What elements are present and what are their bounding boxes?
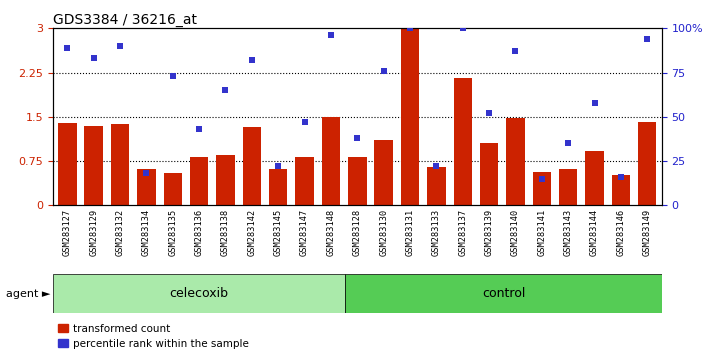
Text: GSM283136: GSM283136: [194, 209, 203, 256]
Bar: [84, 126, 103, 205]
Point: [404, 25, 415, 31]
Point: [114, 43, 125, 49]
Bar: [163, 173, 182, 205]
Bar: [137, 169, 156, 205]
Text: GSM283144: GSM283144: [590, 209, 599, 256]
Text: GSM283137: GSM283137: [458, 209, 467, 256]
Bar: [53, 274, 346, 313]
Text: agent ►: agent ►: [6, 289, 50, 299]
Bar: [58, 123, 77, 205]
Text: GSM283148: GSM283148: [327, 209, 335, 256]
Bar: [111, 125, 130, 205]
Text: control: control: [482, 287, 525, 300]
Point: [536, 176, 548, 182]
Text: GSM283131: GSM283131: [406, 209, 415, 256]
Point: [484, 110, 495, 116]
Text: GSM283147: GSM283147: [300, 209, 309, 256]
Point: [510, 48, 521, 54]
Bar: [346, 274, 662, 313]
Bar: [427, 167, 446, 205]
Text: GSM283132: GSM283132: [115, 209, 125, 256]
Bar: [322, 117, 340, 205]
Point: [246, 57, 258, 63]
Bar: [480, 143, 498, 205]
Bar: [559, 169, 577, 205]
Bar: [585, 151, 604, 205]
Legend: transformed count, percentile rank within the sample: transformed count, percentile rank withi…: [58, 324, 249, 349]
Point: [141, 171, 152, 176]
Point: [457, 25, 468, 31]
Text: GSM283149: GSM283149: [643, 209, 652, 256]
Text: GSM283129: GSM283129: [89, 209, 98, 256]
Bar: [348, 157, 367, 205]
Text: GSM283130: GSM283130: [379, 209, 388, 256]
Bar: [453, 79, 472, 205]
Text: GSM283133: GSM283133: [432, 209, 441, 256]
Text: celecoxib: celecoxib: [170, 287, 229, 300]
Point: [378, 68, 389, 74]
Text: GSM283142: GSM283142: [247, 209, 256, 256]
Bar: [190, 157, 208, 205]
Text: GSM283128: GSM283128: [353, 209, 362, 256]
Text: GSM283138: GSM283138: [221, 209, 230, 256]
Point: [299, 119, 310, 125]
Point: [62, 45, 73, 51]
Text: GSM283145: GSM283145: [274, 209, 283, 256]
Point: [589, 100, 601, 105]
Text: GSM283143: GSM283143: [564, 209, 572, 256]
Text: GSM283135: GSM283135: [168, 209, 177, 256]
Point: [562, 141, 574, 146]
Text: GSM283146: GSM283146: [617, 209, 625, 256]
Bar: [638, 121, 657, 205]
Text: GSM283134: GSM283134: [142, 209, 151, 256]
Point: [272, 164, 284, 169]
Point: [194, 126, 205, 132]
Bar: [269, 169, 287, 205]
Point: [167, 73, 178, 79]
Bar: [296, 157, 314, 205]
Point: [431, 164, 442, 169]
Bar: [375, 141, 393, 205]
Bar: [243, 127, 261, 205]
Text: GSM283140: GSM283140: [511, 209, 520, 256]
Text: GSM283139: GSM283139: [484, 209, 494, 256]
Bar: [216, 155, 234, 205]
Bar: [401, 28, 419, 205]
Text: GSM283127: GSM283127: [63, 209, 72, 256]
Bar: [533, 172, 551, 205]
Text: GDS3384 / 36216_at: GDS3384 / 36216_at: [53, 13, 197, 27]
Point: [88, 56, 99, 61]
Point: [615, 174, 627, 180]
Point: [220, 87, 231, 93]
Bar: [506, 118, 524, 205]
Bar: [612, 175, 630, 205]
Text: GSM283141: GSM283141: [537, 209, 546, 256]
Point: [352, 135, 363, 141]
Point: [641, 36, 653, 42]
Point: [325, 33, 337, 38]
